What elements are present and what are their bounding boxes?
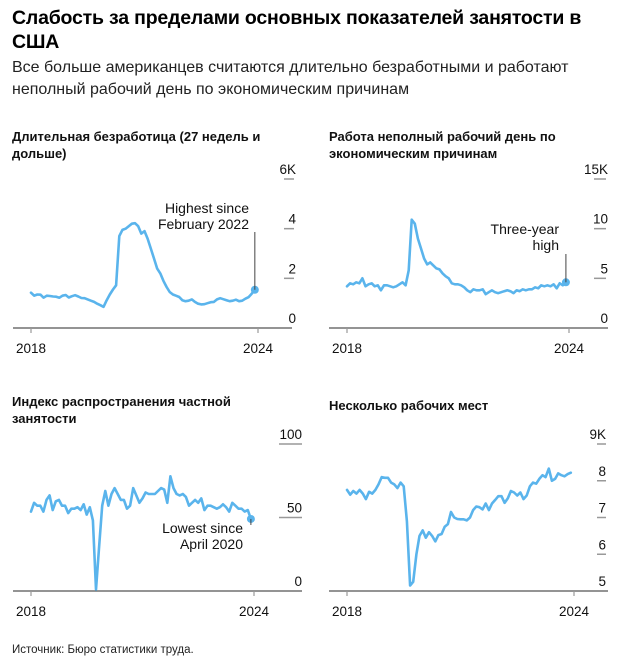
annotation-text: February 2022 — [158, 216, 249, 232]
chart-multiple-jobholders: 2018 2024 5 6 7 8 9K — [329, 427, 608, 619]
series-line — [29, 475, 253, 591]
chart-title-diffusion-index: Индекс распространения частной занятости — [12, 394, 231, 426]
y-tick-label: 9K — [589, 427, 606, 442]
series-line — [345, 467, 573, 587]
annotation-text: high — [533, 237, 559, 253]
annotation-text: Lowest since — [162, 520, 243, 536]
y-tick-label: 50 — [287, 501, 302, 516]
source-note: Источник: Бюро статистики труда. — [12, 644, 194, 656]
x-tick-label: 2018 — [332, 341, 362, 356]
y-tick-label: 10 — [593, 212, 608, 227]
y-tick-label: 100 — [279, 427, 302, 442]
x-tick-label: 2024 — [243, 341, 274, 356]
y-tick-label: 6 — [598, 537, 606, 552]
y-tick-label: 15K — [584, 162, 608, 177]
x-tick-label: 2024 — [554, 341, 585, 356]
series-line — [29, 221, 257, 309]
x-tick-label: 2024 — [239, 604, 270, 619]
y-tick-label: 5 — [598, 574, 606, 589]
annotation-text: Highest since — [165, 200, 249, 216]
y-tick-label: 5 — [600, 261, 608, 276]
y-tick-label: 8 — [598, 464, 606, 479]
y-tick-label: 0 — [294, 574, 302, 589]
y-tick-label: 2 — [288, 261, 296, 276]
y-tick-label: 7 — [598, 501, 606, 516]
chart-title-part-time-economic: Работа неполный рабочий день по экономич… — [329, 129, 556, 161]
chart-title-long-term-unemployment: Длительная безработица (27 недель и доль… — [12, 129, 261, 161]
annotation-text: Three-year — [491, 221, 560, 237]
x-tick-label: 2018 — [332, 604, 362, 619]
y-tick-label: 0 — [288, 311, 296, 326]
annotation-text: April 2020 — [180, 536, 243, 552]
page-subtitle: Все больше американцев считаются длитель… — [12, 59, 569, 98]
x-tick-label: 2018 — [16, 604, 46, 619]
x-tick-label: 2024 — [559, 604, 590, 619]
page-title: Слабость за пределами основных показател… — [12, 7, 582, 53]
x-tick-label: 2018 — [16, 341, 46, 356]
series-line — [345, 218, 568, 296]
chart-title-multiple-jobholders: Несколько рабочих мест — [329, 398, 489, 413]
y-tick-label: 6K — [279, 162, 296, 177]
y-tick-label: 0 — [600, 311, 608, 326]
y-tick-label: 4 — [288, 212, 296, 227]
